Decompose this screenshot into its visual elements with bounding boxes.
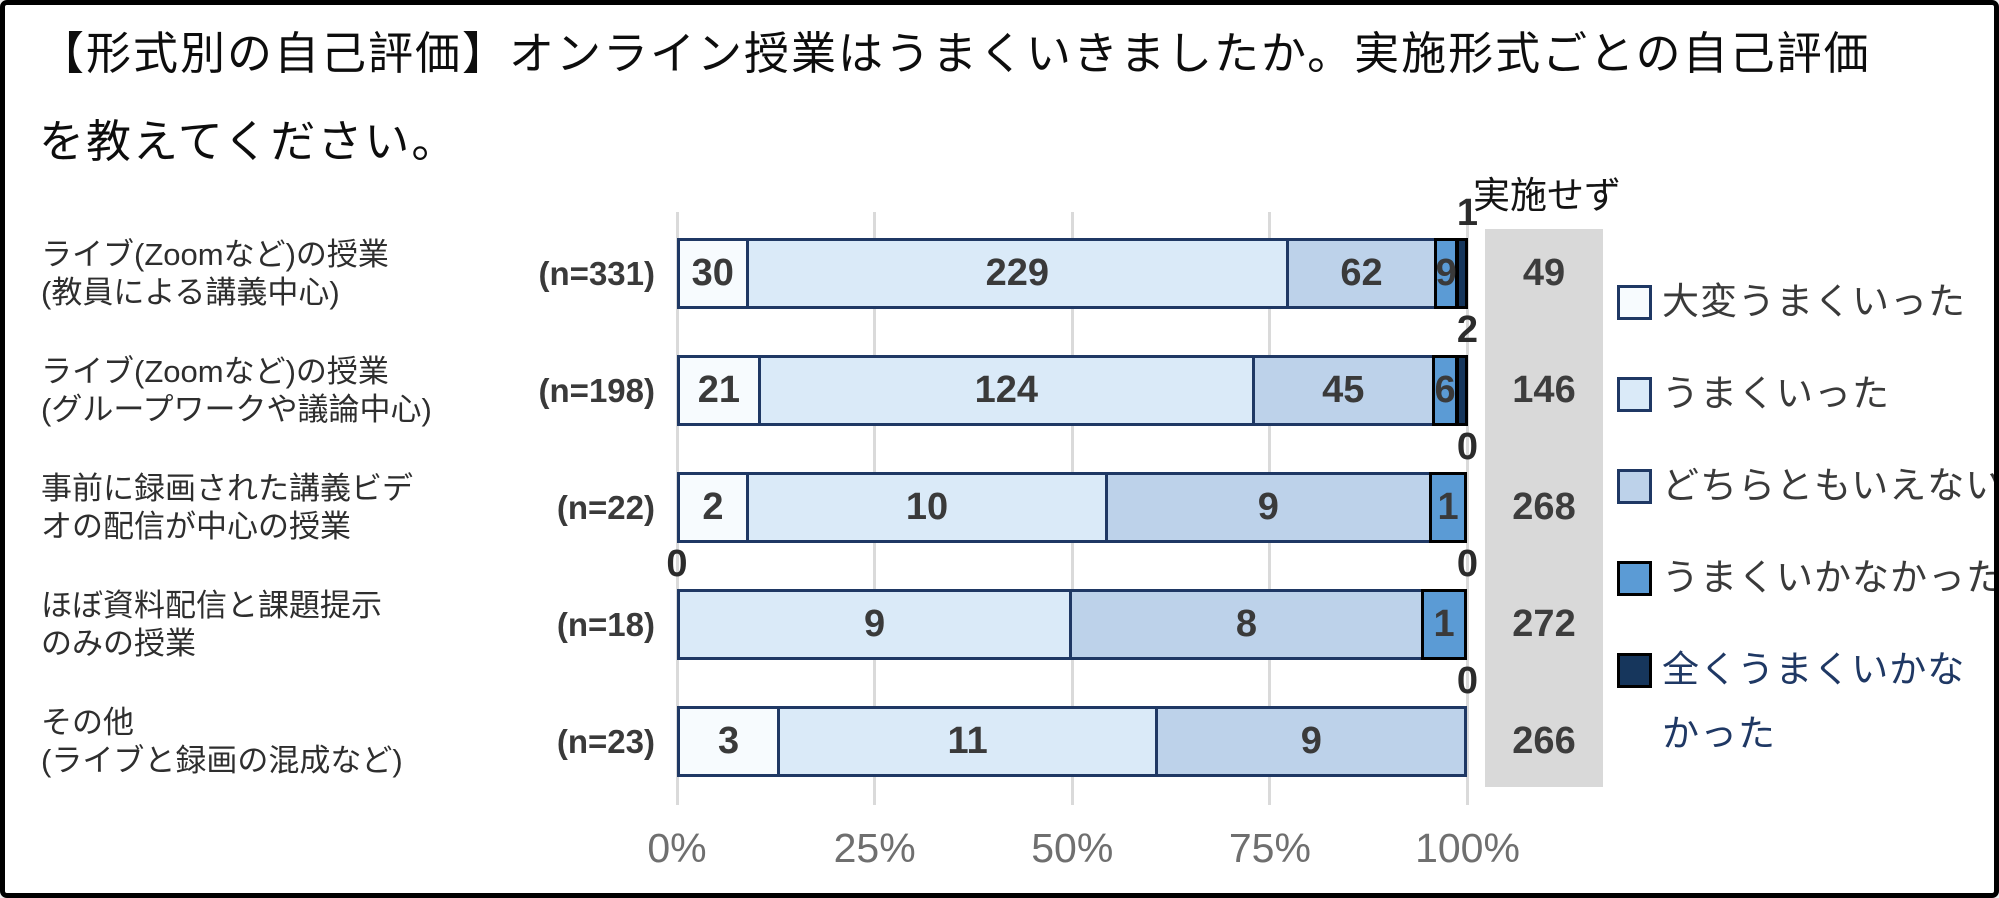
sample-size-label: (n=22) (556, 489, 655, 526)
bar-segment-大変うまくいった: 30 (677, 238, 749, 309)
segment-value-label: 62 (1340, 252, 1383, 294)
x-axis-tick: 100% (1415, 825, 1520, 871)
bar-segment-全くうまくいかなかった (1455, 238, 1468, 309)
bar-segment-うまくいった: 124 (757, 355, 1255, 426)
category-label-line: ライブ(Zoomなど)の授業 (41, 236, 389, 272)
segment-value-label: 9 (1435, 252, 1457, 294)
legend-label-line: うまくいかなかった (1662, 557, 1999, 598)
legend-swatch-うまくいかなかった (1617, 561, 1652, 596)
bar-segment-うまくいった: 10 (745, 472, 1109, 543)
category-label-line: (ライブと録画の混成など) (41, 742, 403, 778)
legend-swatch-全くうまくいかなかった (1617, 653, 1652, 688)
category-label: ほぼ資料配信と課題提示 のみの授業 (41, 587, 511, 663)
chart-title-line1: 【形式別の自己評価】オンライン授業はうまくいきましたか。実施形式ごとの自己評価 (39, 28, 1871, 79)
segment-value-label: 10 (905, 486, 949, 528)
not-conducted-column (1485, 229, 1603, 787)
category-label: ライブ(Zoomなど)の授業 (グループワークや議論中心) (41, 353, 511, 429)
sample-size-label: (n=198) (538, 372, 655, 409)
gridline-100% (1466, 212, 1469, 805)
legend-label-うまくいかなかった: うまくいかなかった (1662, 546, 1999, 610)
legend-label-line: かった (1662, 713, 1776, 754)
bar-segment-大変うまくいった: 21 (677, 355, 761, 426)
category-label-line: オの配信が中心の授業 (41, 508, 351, 544)
bar-segment-うまくいかなかった: 6 (1431, 355, 1459, 426)
category-label-line: ライブ(Zoomなど)の授業 (41, 353, 389, 389)
legend-swatch-大変うまくいった (1617, 285, 1652, 320)
category-label: 事前に録画された講義ビデ オの配信が中心の授業 (41, 470, 511, 546)
legend-label-line: うまくいった (1662, 373, 1890, 414)
not-conducted-value: 49 (1522, 252, 1566, 294)
segment-value-label: 3 (717, 720, 740, 762)
bar-segment-どちらともいえない: 9 (1155, 706, 1468, 777)
bar-segment-どちらともいえない: 9 (1105, 472, 1432, 543)
segment-value-label: 1 (1433, 603, 1455, 645)
bar-segment-大変うまくいった: 2 (677, 472, 749, 543)
not-conducted-value: 146 (1512, 369, 1576, 411)
category-label-line: その他 (41, 704, 134, 740)
category-label: ライブ(Zoomなど)の授業 (教員による講義中心) (41, 236, 511, 312)
outside-value-label-right: 2 (1456, 309, 1479, 351)
outside-value-label-right: 0 (1456, 660, 1479, 702)
category-label-line: 事前に録画された講義ビデ (41, 470, 413, 506)
segment-value-label: 8 (1235, 603, 1257, 645)
legend-swatch-うまくいった (1617, 377, 1652, 412)
legend-label-うまくいった: うまくいった (1662, 362, 1890, 426)
legend-label-line: どちらともいえない (1662, 465, 1999, 506)
x-axis-tick: 75% (1228, 825, 1311, 871)
category-label-line: のみの授業 (41, 625, 196, 661)
not-conducted-value: 266 (1512, 720, 1576, 762)
sample-size-label: (n=331) (538, 255, 655, 292)
bar-segment-うまくいった: 9 (677, 589, 1073, 660)
bar-segment-うまくいった: 11 (777, 706, 1159, 777)
legend-label-全くうまくいかなかった: 全くうまくいかな かった (1662, 638, 1965, 766)
bar-segment-どちらともいえない: 8 (1069, 589, 1424, 660)
not-conducted-value: 272 (1512, 603, 1576, 645)
segment-value-label: 9 (1300, 720, 1322, 762)
category-label-line: ほぼ資料配信と課題提示 (41, 587, 382, 623)
segment-value-label: 124 (974, 369, 1039, 411)
category-label-line: (グループワークや議論中心) (41, 391, 432, 427)
sample-size-label: (n=18) (556, 606, 655, 643)
legend-label-line: 全くうまくいかな (1662, 649, 1966, 690)
segment-value-label: 1 (1437, 486, 1459, 528)
chart-title-line2: を教えてください。 (39, 116, 459, 167)
legend-label-line: 大変うまくいった (1662, 281, 1966, 322)
segment-value-label: 6 (1434, 369, 1456, 411)
x-axis-tick: 50% (1031, 825, 1114, 871)
segment-value-label: 11 (947, 720, 988, 762)
segment-value-label: 45 (1322, 369, 1365, 411)
outside-value-label-right: 0 (1456, 543, 1479, 585)
bar-segment-うまくいかなかった: 1 (1428, 472, 1468, 543)
outside-value-label-right: 1 (1456, 192, 1479, 234)
bar-segment-どちらともいえない: 45 (1251, 355, 1435, 426)
legend-swatch-どちらともいえない (1617, 469, 1652, 504)
sample-size-label: (n=23) (556, 723, 655, 760)
legend-label-どちらともいえない: どちらともいえない (1662, 454, 1999, 518)
legend-label-大変うまくいった: 大変うまくいった (1662, 270, 1966, 334)
not-conducted-value: 268 (1512, 486, 1576, 528)
not-conducted-header: 実施せず (1473, 175, 1621, 216)
x-axis-tick: 0% (647, 825, 707, 871)
category-label-line: (教員による講義中心) (41, 274, 340, 310)
bar-segment-うまくいった: 229 (745, 238, 1289, 309)
outside-value-label-left: 0 (666, 543, 688, 585)
bar-segment-どちらともいえない: 62 (1285, 238, 1437, 309)
segment-value-label: 30 (691, 252, 734, 294)
bar-segment-大変うまくいった: 3 (677, 706, 781, 777)
category-label: その他 (ライブと録画の混成など) (41, 704, 511, 780)
segment-value-label: 2 (702, 486, 724, 528)
segment-value-label: 21 (697, 369, 741, 411)
outside-value-label-right: 0 (1456, 426, 1479, 468)
bar-segment-うまくいかなかった: 1 (1420, 589, 1468, 660)
bar-segment-全くうまくいかなかった (1455, 355, 1468, 426)
segment-value-label: 229 (985, 252, 1049, 294)
segment-value-label: 9 (1257, 486, 1279, 528)
segment-value-label: 9 (864, 603, 886, 645)
x-axis-tick: 25% (833, 825, 916, 871)
